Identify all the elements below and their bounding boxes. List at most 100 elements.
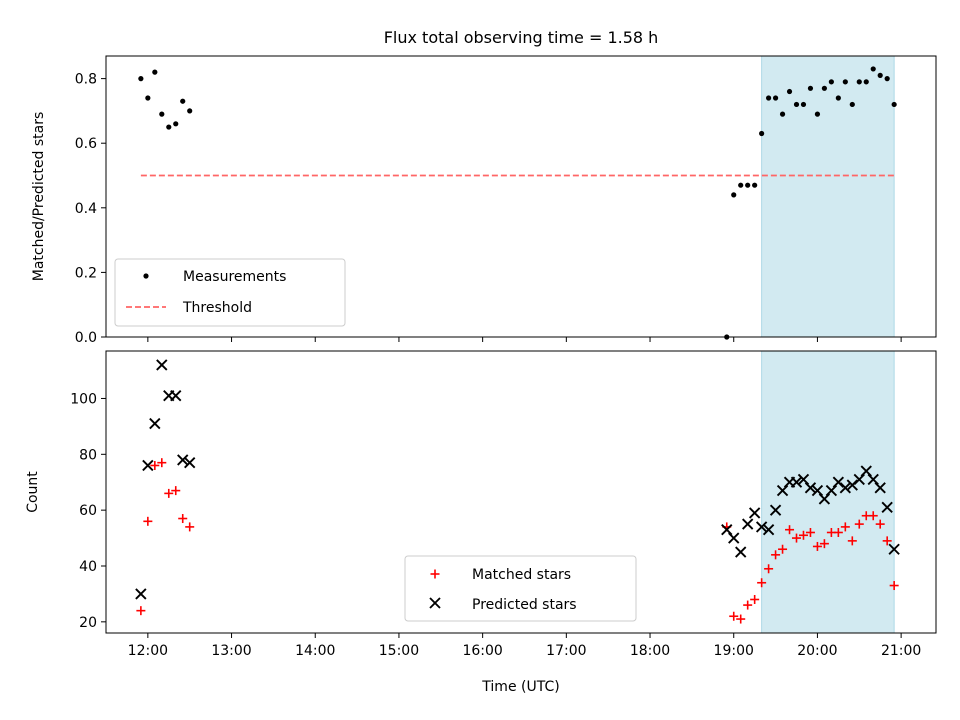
- data-point: [142, 459, 154, 472]
- x-tick-label: 13:00: [211, 643, 251, 659]
- data-point: [152, 69, 158, 75]
- data-point: [798, 530, 808, 540]
- data-point: [825, 484, 838, 497]
- y-tick-label: 0.0: [75, 330, 97, 346]
- y-tick-label: 0.6: [75, 136, 97, 152]
- data-point: [819, 539, 829, 549]
- data-point: [786, 88, 793, 95]
- data-point: [856, 79, 862, 85]
- data-point: [769, 504, 782, 516]
- data-point: [750, 594, 760, 604]
- data-point: [877, 72, 883, 78]
- data-point: [159, 111, 165, 117]
- y-tick-label: 0.4: [75, 201, 97, 217]
- legend-marker: [430, 569, 440, 579]
- data-point: [766, 95, 772, 101]
- x-tick-label: 19:00: [714, 643, 754, 659]
- data-point: [793, 101, 800, 108]
- data-point: [757, 578, 767, 588]
- data-point: [839, 482, 851, 494]
- data-point: [874, 482, 886, 494]
- data-point: [173, 121, 179, 127]
- legend-matched-stars-marker: [430, 569, 440, 579]
- data-point: [135, 588, 147, 600]
- data-point: [875, 519, 885, 529]
- legend-matched-stars-label: Matched stars: [472, 567, 571, 583]
- y-tick-label: 0.8: [75, 72, 97, 88]
- x-tick-label: 20:00: [797, 643, 837, 659]
- data-point: [811, 484, 824, 497]
- top-legend: Measurements Threshold: [114, 258, 346, 327]
- data-point: [755, 521, 768, 533]
- data-point: [157, 458, 167, 468]
- x-tick-label: 21:00: [881, 643, 921, 659]
- data-point: [171, 486, 181, 496]
- legend-predicted-stars-label: Predicted stars: [472, 597, 577, 613]
- data-point: [776, 484, 789, 497]
- data-point: [889, 581, 899, 591]
- observing-window-shade: [761, 55, 895, 338]
- data-point: [731, 192, 737, 198]
- data-point: [805, 527, 815, 537]
- legend-marker: [429, 597, 441, 609]
- data-point: [138, 76, 144, 82]
- x-axis-label: Time (UTC): [481, 679, 559, 695]
- data-point: [759, 130, 765, 137]
- data-point: [835, 95, 841, 101]
- data-point: [729, 611, 739, 621]
- bottom-panel-frame: [105, 350, 937, 634]
- top-legend-box: [114, 258, 346, 327]
- data-point: [177, 454, 189, 466]
- x-tick-label: 16:00: [462, 643, 502, 659]
- bottom-legend-box: [404, 555, 637, 622]
- data-point: [790, 476, 803, 488]
- y-tick-label: 0.2: [75, 265, 97, 281]
- data-point: [832, 476, 845, 488]
- data-point: [785, 525, 795, 535]
- bottom-legend: Matched stars Predicted stars: [404, 555, 637, 622]
- data-point: [846, 479, 858, 491]
- data-point: [150, 460, 160, 470]
- data-point: [814, 111, 821, 117]
- data-point: [860, 465, 872, 477]
- data-point: [888, 543, 900, 555]
- data-point: [743, 600, 753, 610]
- data-point: [752, 182, 758, 188]
- data-point: [149, 417, 161, 430]
- data-point: [884, 76, 890, 82]
- data-point: [156, 359, 168, 371]
- data-point: [736, 614, 746, 624]
- top-panel: 0.0 0.2 0.4 0.6 0.8 Flux total observing tim…: [31, 28, 937, 346]
- y-tick-label: 80: [79, 447, 97, 463]
- y-tick-label: 100: [70, 391, 97, 407]
- legend-predicted-stars-marker: [429, 597, 441, 609]
- series-predicted-stars: [135, 359, 900, 600]
- data-point: [764, 564, 774, 574]
- data-point: [762, 524, 775, 536]
- data-point: [738, 182, 744, 188]
- data-point: [800, 101, 807, 108]
- data-point: [143, 516, 153, 526]
- data-point: [812, 541, 822, 551]
- data-point: [840, 522, 850, 532]
- data-point: [164, 488, 174, 498]
- data-point: [779, 111, 786, 117]
- data-point: [828, 79, 834, 85]
- legend-measurements-marker: [143, 273, 149, 279]
- top-panel-frame: [105, 55, 937, 338]
- data-point: [185, 522, 195, 532]
- data-point: [772, 95, 779, 101]
- data-point: [166, 124, 172, 130]
- legend-measurements-label: Measurements: [183, 269, 286, 285]
- data-point: [721, 524, 733, 536]
- data-point: [842, 79, 848, 85]
- x-tick-label: 14:00: [295, 643, 335, 659]
- data-point: [854, 519, 864, 529]
- data-point: [187, 108, 193, 114]
- x-tick-label: 17:00: [546, 643, 586, 659]
- bottom-panel: 12:00 13:00 14:00 15:00 16:00 17:00 18:00 19:00…: [25, 350, 937, 695]
- data-point: [818, 493, 831, 505]
- data-point: [136, 606, 146, 616]
- data-point: [742, 518, 754, 530]
